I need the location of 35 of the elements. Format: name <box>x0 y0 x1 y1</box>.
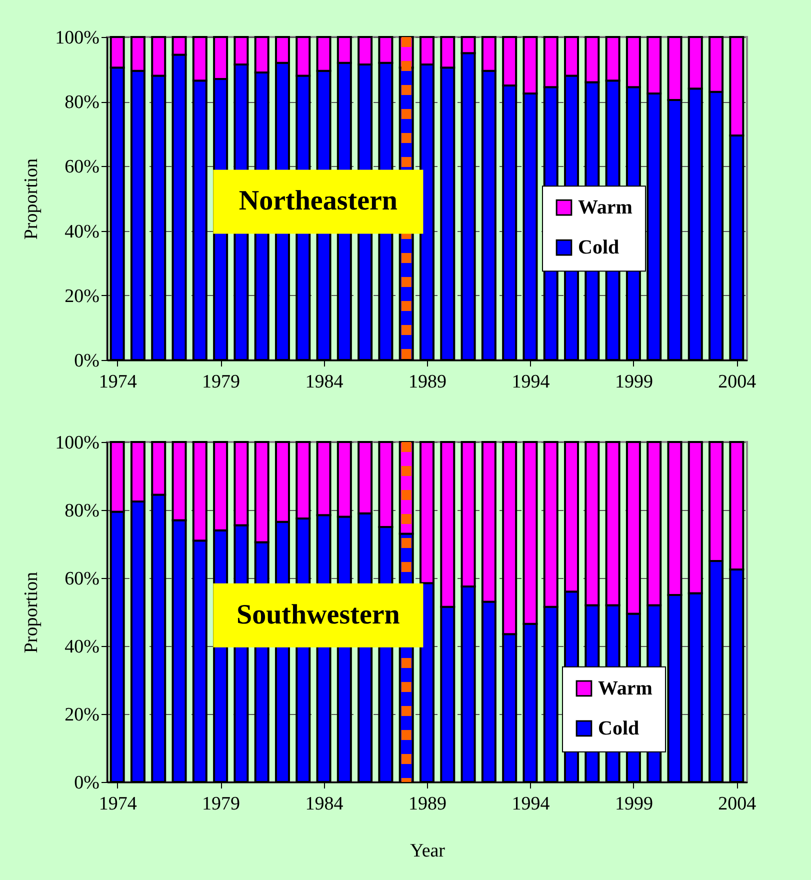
annotation: Northeastern <box>238 186 398 217</box>
x-tick-label: 1974 <box>98 372 138 392</box>
x-tick-label: 1989 <box>408 372 446 392</box>
x-axis-title: Year <box>410 840 446 862</box>
x-tick-label: 2004 <box>718 794 757 814</box>
x-tick-label: 1989 <box>408 794 446 814</box>
y-tick-label: 0% <box>74 772 100 794</box>
x-tick-label: 1999 <box>614 372 653 392</box>
x-tick-label: 2004 <box>718 372 757 392</box>
y-tick-label: 100% <box>55 432 100 454</box>
x-tick-label: 1979 <box>202 794 240 814</box>
legend-label: Cold <box>578 236 620 259</box>
y-tick-label: 80% <box>64 92 100 114</box>
x-tick-label: 1984 <box>305 372 344 392</box>
y-tick-label: 20% <box>64 704 100 726</box>
x-tick-label: 1994 <box>512 372 550 392</box>
annotation: Southwestern <box>236 599 400 630</box>
legend-label: Warm <box>578 196 633 219</box>
legend-label: Cold <box>598 717 640 740</box>
y-axis-title: Proportion <box>21 571 42 654</box>
y-tick-label: 60% <box>64 156 100 178</box>
legend-label: Warm <box>598 677 653 700</box>
y-tick-label: 40% <box>64 221 100 242</box>
y-axis-title: Proportion <box>21 158 42 240</box>
x-tick-label: 1999 <box>614 794 653 814</box>
y-tick-label: 40% <box>64 636 100 658</box>
x-tick-label: 1979 <box>202 372 240 392</box>
x-tick-label: 1974 <box>98 794 138 814</box>
y-tick-label: 100% <box>55 28 100 48</box>
y-tick-label: 0% <box>74 350 100 372</box>
x-tick-label: 1984 <box>305 794 344 814</box>
y-tick-label: 80% <box>64 500 100 522</box>
x-tick-label: 1994 <box>512 794 550 814</box>
y-tick-label: 20% <box>64 286 100 307</box>
y-tick-label: 60% <box>64 568 100 590</box>
